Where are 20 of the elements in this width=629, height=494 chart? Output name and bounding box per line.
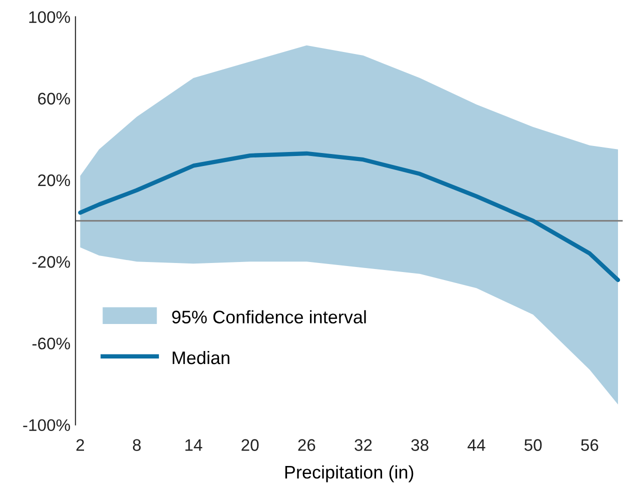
y-tick-label: -20% [32, 256, 70, 268]
y-tick-label: -60% [32, 338, 70, 350]
x-tick-label: 38 [411, 439, 428, 451]
y-tick-label: 20% [38, 174, 70, 186]
y-tick-label: 60% [38, 92, 70, 105]
x-axis-title: Precipitation (in) [285, 465, 414, 482]
x-tick-label: 44 [468, 439, 486, 451]
x-tick-label: 56 [581, 439, 598, 451]
annotation: 95% Confidence interval [172, 310, 366, 324]
x-tick-label: 14 [185, 439, 202, 451]
x-tick-label: 26 [298, 439, 316, 451]
y-tick-label: 100% [29, 11, 70, 23]
x-tick-label: 32 [354, 439, 372, 451]
x-tick-label: 20 [242, 439, 259, 451]
legend-label: Median [172, 350, 230, 364]
x-tick-label: 50 [524, 439, 542, 451]
x-tick-label: 8 [132, 439, 141, 451]
y-tick-label: -100% [23, 419, 70, 432]
line-series [78, 151, 620, 282]
x-tick-label: 2 [76, 439, 84, 451]
